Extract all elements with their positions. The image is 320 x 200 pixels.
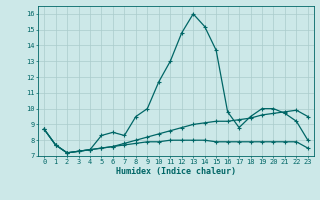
- X-axis label: Humidex (Indice chaleur): Humidex (Indice chaleur): [116, 167, 236, 176]
